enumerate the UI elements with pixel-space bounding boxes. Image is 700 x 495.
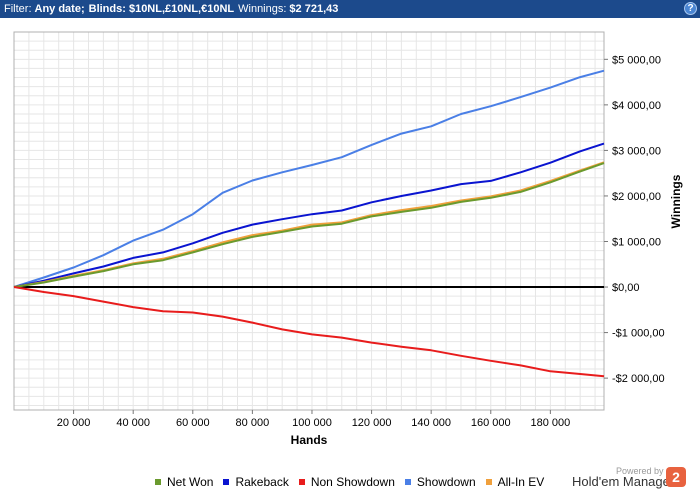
series-line-rakeback <box>13 142 605 288</box>
y-tick-label: $5 000,00 <box>612 54 661 66</box>
x-tick-label: 120 000 <box>352 417 392 429</box>
x-tick-label: 20 000 <box>57 417 91 429</box>
legend-label: Showdown <box>416 475 476 489</box>
y-tick-label: $3 000,00 <box>612 145 661 157</box>
chart-grid <box>14 31 604 410</box>
legend-swatch <box>223 479 230 485</box>
y-tick-label: -$2 000,00 <box>612 373 665 385</box>
legend-swatch <box>155 479 161 485</box>
legend-item-non-showdown[interactable]: Non Showdown <box>298 475 395 489</box>
x-tick-label: 40 000 <box>116 417 150 429</box>
y-tick-label: -$1 000,00 <box>612 328 665 340</box>
legend-swatch <box>485 479 492 485</box>
series-line-all-in-ev <box>13 161 605 288</box>
x-tick-label: 100 000 <box>292 417 332 429</box>
y-tick-label: $1 000,00 <box>612 236 661 248</box>
y-axis-title: Winnings <box>669 174 683 228</box>
legend-item-rakeback[interactable]: Rakeback <box>223 475 289 489</box>
x-tick-label: 140 000 <box>411 417 451 429</box>
legend-label: Net Won <box>167 475 214 489</box>
x-tick-label: 160 000 <box>471 417 511 429</box>
winnings-value: $2 721,43 <box>289 3 339 15</box>
y-tick-label: $0,00 <box>612 282 640 294</box>
x-tick-label: 180 000 <box>530 417 570 429</box>
series-line-net-won <box>13 162 605 288</box>
chart-axes <box>13 31 608 414</box>
winnings-label: Winnings: <box>238 3 287 15</box>
chart-legend: Net Won Rakeback Non Showdown Showdown All-I… <box>155 475 554 489</box>
legend-item-all-in-ev[interactable]: All-In EV <box>485 475 545 489</box>
y-tick-label: $4 000,00 <box>612 100 661 112</box>
filter-blinds: Blinds: $10NL,£10NL,€10NL <box>88 3 235 15</box>
filter-bar: Filter: Any date; Blinds: $10NL,£10NL,€1… <box>0 0 700 18</box>
series-line-non-showdown <box>13 286 605 378</box>
brand-logo: 2 <box>666 467 686 487</box>
powered-by-text: Powered by <box>616 466 664 476</box>
y-tick-label: $2 000,00 <box>612 191 661 203</box>
x-tick-label: 80 000 <box>236 417 270 429</box>
legend-item-net-won[interactable]: Net Won <box>155 475 213 489</box>
help-icon[interactable]: ? <box>684 2 697 15</box>
legend-swatch <box>404 479 411 485</box>
winnings-chart: -$2 000,00 -$1 000,00 $0,00 $1 000,00 $2 000… <box>13 31 683 447</box>
brand-name: Hold'em Manager <box>572 474 675 489</box>
legend-swatch <box>298 479 305 485</box>
legend-item-showdown[interactable]: Showdown <box>404 475 476 489</box>
x-tick-label: 60 000 <box>176 417 210 429</box>
x-axis-title: Hands <box>291 433 328 447</box>
chart-labels: -$2 000,00 -$1 000,00 $0,00 $1 000,00 $2 000… <box>57 54 683 447</box>
filter-date: Any date; <box>34 3 85 15</box>
plot-frame <box>13 31 605 411</box>
legend-label: All-In EV <box>497 475 545 489</box>
series-line-showdown <box>13 69 605 288</box>
chart-series <box>13 69 605 378</box>
filter-prefix: Filter: <box>4 3 32 15</box>
legend-label: Non Showdown <box>310 475 395 489</box>
legend-label: Rakeback <box>235 475 289 489</box>
